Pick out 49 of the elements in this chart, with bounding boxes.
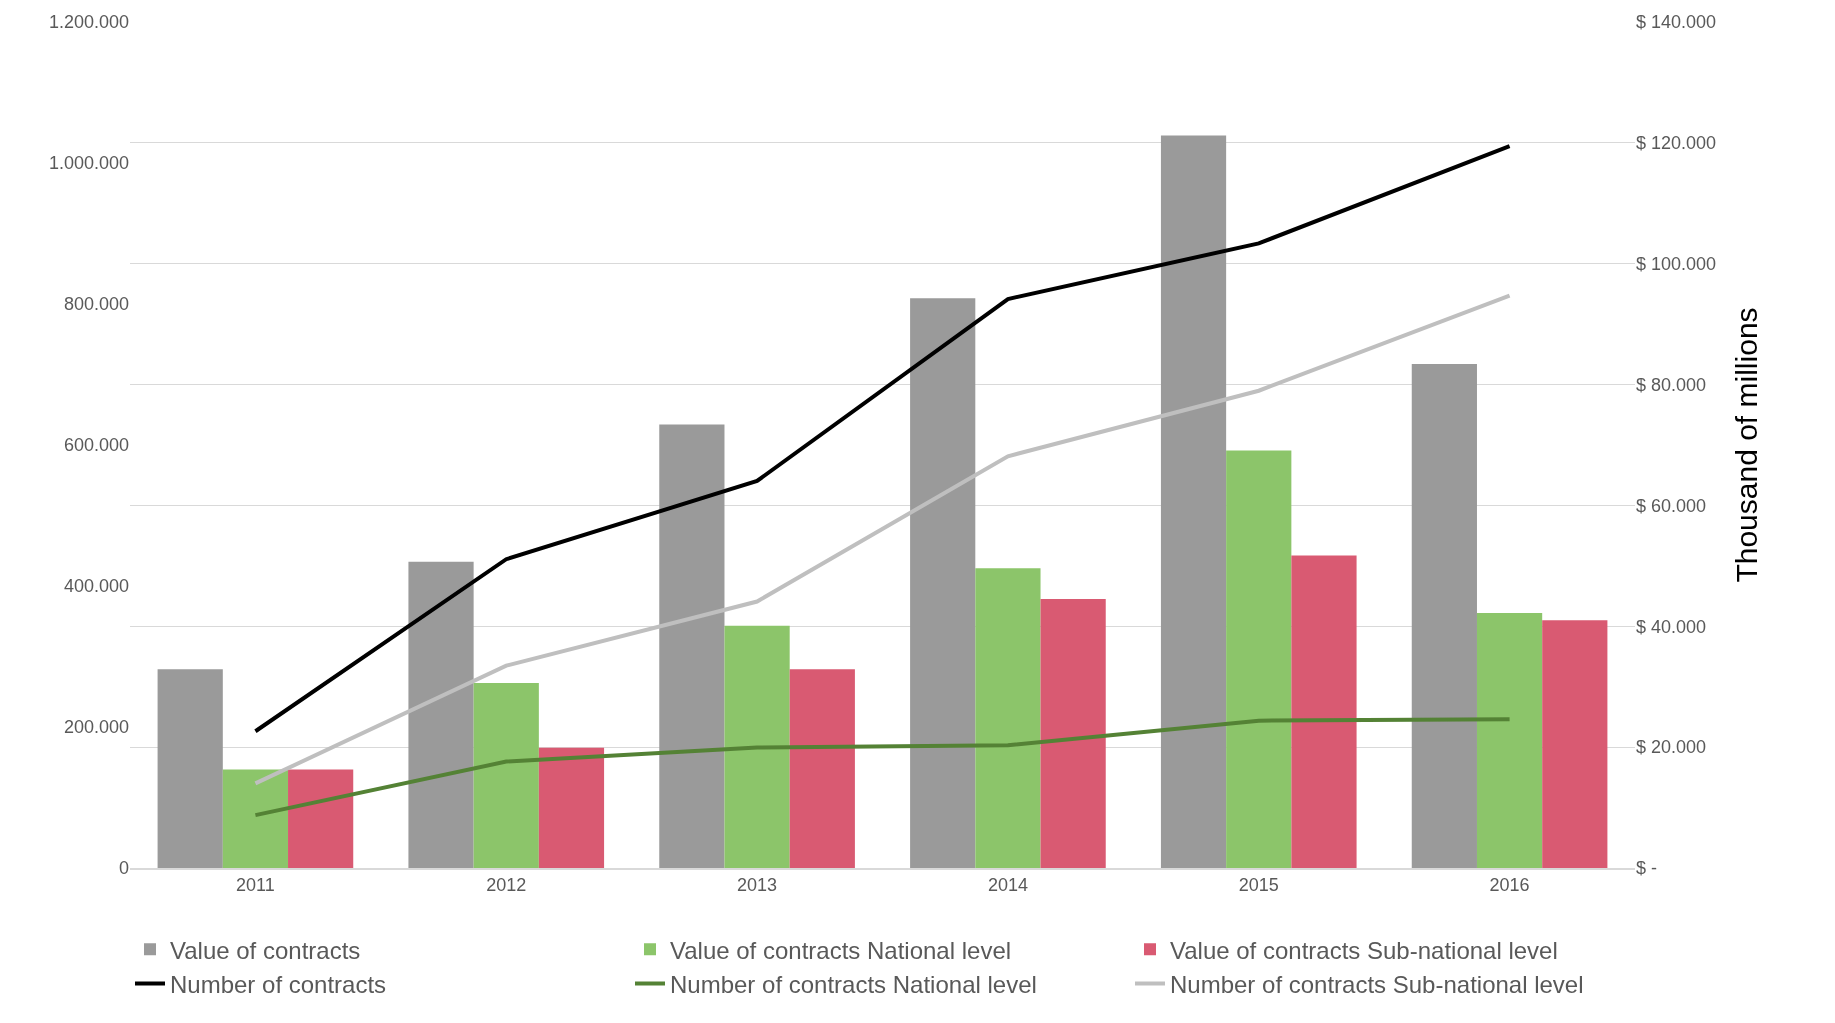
bar bbox=[659, 424, 725, 868]
y2-tick-label: $ 80.000 bbox=[1636, 374, 1707, 395]
legend-label: Number of contracts National level bbox=[670, 970, 1037, 998]
bar bbox=[473, 683, 539, 868]
legend-label: Number of contracts bbox=[170, 970, 387, 998]
bar bbox=[1226, 450, 1292, 868]
bar bbox=[538, 747, 605, 868]
legend-label: Number of contracts Sub-national level bbox=[1170, 970, 1584, 998]
y2-tick-label: $ 60.000 bbox=[1636, 495, 1707, 516]
bar bbox=[222, 769, 289, 868]
bar bbox=[157, 669, 223, 868]
y-tick-label: 1.200.000 bbox=[48, 12, 129, 33]
y-tick-label: 1.000.000 bbox=[48, 153, 129, 174]
x-tick-label: 2013 bbox=[737, 875, 778, 896]
bar bbox=[1160, 135, 1227, 868]
y2-axis-title: Thousand of millions bbox=[1729, 307, 1763, 583]
legend-label: Value of contracts bbox=[170, 936, 361, 964]
y-tick-label: 200.000 bbox=[63, 717, 129, 738]
bar bbox=[910, 298, 976, 868]
line-series bbox=[253, 717, 1512, 818]
legend-label: Value of contracts National level bbox=[670, 936, 1012, 964]
bar bbox=[1542, 620, 1608, 868]
x-tick-label: 2011 bbox=[236, 875, 275, 896]
bar bbox=[1411, 364, 1477, 868]
x-tick-label: 2012 bbox=[486, 875, 527, 896]
y2-tick-label: $ 140.000 bbox=[1636, 12, 1717, 33]
y2-tick-label: $ 120.000 bbox=[1636, 133, 1717, 154]
bar bbox=[975, 568, 1041, 868]
line-series bbox=[253, 144, 1512, 734]
y-tick-label: 400.000 bbox=[63, 576, 129, 597]
bar bbox=[1040, 599, 1106, 868]
y-tick-label: 600.000 bbox=[63, 435, 129, 456]
bar bbox=[408, 561, 474, 868]
y2-tick-label: $ 40.000 bbox=[1636, 616, 1707, 637]
bar bbox=[1291, 555, 1357, 868]
bar bbox=[789, 669, 855, 868]
y-tick-label: 0 bbox=[118, 858, 129, 879]
bar bbox=[724, 625, 790, 868]
y2-tick-label: $ 100.000 bbox=[1636, 254, 1717, 275]
x-tick-label: 2016 bbox=[1489, 875, 1530, 896]
y2-tick-label: $ - bbox=[1636, 858, 1658, 879]
bar bbox=[1476, 612, 1543, 868]
line-series bbox=[253, 293, 1512, 786]
legend-label: Value of contracts Sub-national level bbox=[1170, 936, 1558, 964]
x-tick-label: 2014 bbox=[987, 875, 1028, 896]
y-tick-label: 800.000 bbox=[63, 294, 129, 315]
bar bbox=[288, 769, 354, 868]
x-tick-label: 2015 bbox=[1238, 875, 1279, 896]
y2-tick-label: $ 20.000 bbox=[1636, 737, 1707, 758]
